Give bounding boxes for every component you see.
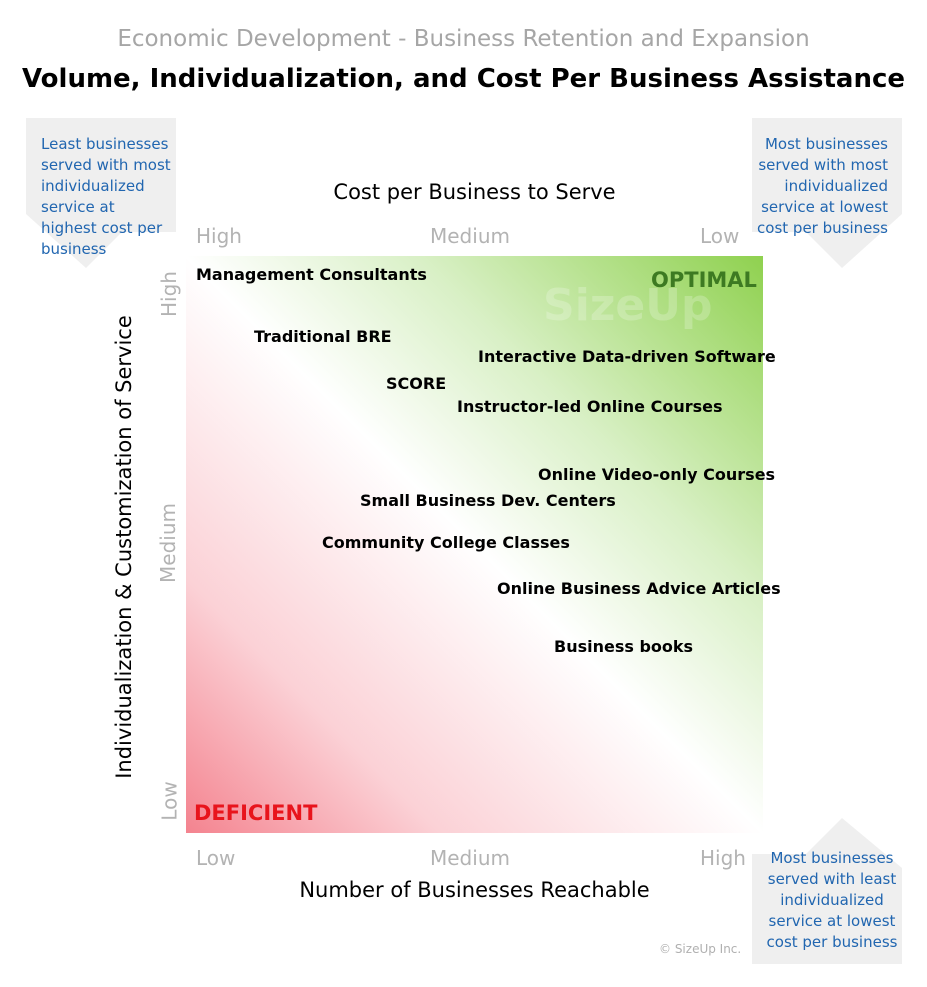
corner-text-top-left: Least businesses served with most individu… bbox=[41, 135, 171, 258]
bottom-tick-high: High bbox=[700, 846, 746, 870]
copyright: © SizeUp Inc. bbox=[659, 942, 742, 956]
top-tick-high: High bbox=[196, 224, 242, 248]
supertitle: Economic Development - Business Retentio… bbox=[117, 26, 810, 52]
item-score: SCORE bbox=[386, 374, 447, 393]
corner-text-top-right: Most businesses served with most individua… bbox=[757, 135, 888, 237]
item-business-books: Business books bbox=[554, 637, 694, 656]
bottom-tick-medium: Medium bbox=[430, 846, 510, 870]
left-tick-medium: Medium bbox=[155, 503, 180, 583]
arrow-top-right-icon bbox=[752, 118, 902, 268]
top-tick-low: Low bbox=[700, 224, 740, 248]
item-interactive-software: Interactive Data-driven Software bbox=[478, 347, 776, 366]
item-online-advice-articles: Online Business Advice Articles bbox=[497, 579, 781, 598]
watermark: SizeUp bbox=[543, 280, 713, 331]
arrow-bottom-right-icon bbox=[752, 818, 902, 964]
item-online-video-courses: Online Video-only Courses bbox=[538, 465, 776, 484]
optimal-label: OPTIMAL bbox=[651, 268, 757, 292]
item-traditional-bre: Traditional BRE bbox=[254, 327, 392, 346]
bottom-tick-low: Low bbox=[196, 846, 236, 870]
item-community-college: Community College Classes bbox=[322, 533, 570, 552]
corner-text-bottom-right: Most businesses served with least individu… bbox=[766, 849, 898, 951]
quadrant-plot bbox=[186, 256, 763, 833]
page-title: Volume, Individualization, and Cost Per … bbox=[21, 64, 906, 94]
left-axis-label: Individualization & Customization of Ser… bbox=[112, 315, 136, 779]
top-tick-medium: Medium bbox=[430, 224, 510, 248]
arrow-top-left-icon bbox=[26, 118, 176, 268]
top-axis-label: Cost per Business to Serve bbox=[333, 180, 616, 204]
item-sbdc: Small Business Dev. Centers bbox=[360, 491, 616, 510]
left-tick-low: Low bbox=[157, 781, 182, 821]
item-instructor-led-courses: Instructor-led Online Courses bbox=[457, 397, 723, 416]
deficient-label: DEFICIENT bbox=[194, 801, 318, 825]
item-management-consultants: Management Consultants bbox=[196, 265, 427, 284]
left-tick-high: High bbox=[156, 271, 181, 317]
bottom-axis-label: Number of Businesses Reachable bbox=[299, 878, 650, 902]
